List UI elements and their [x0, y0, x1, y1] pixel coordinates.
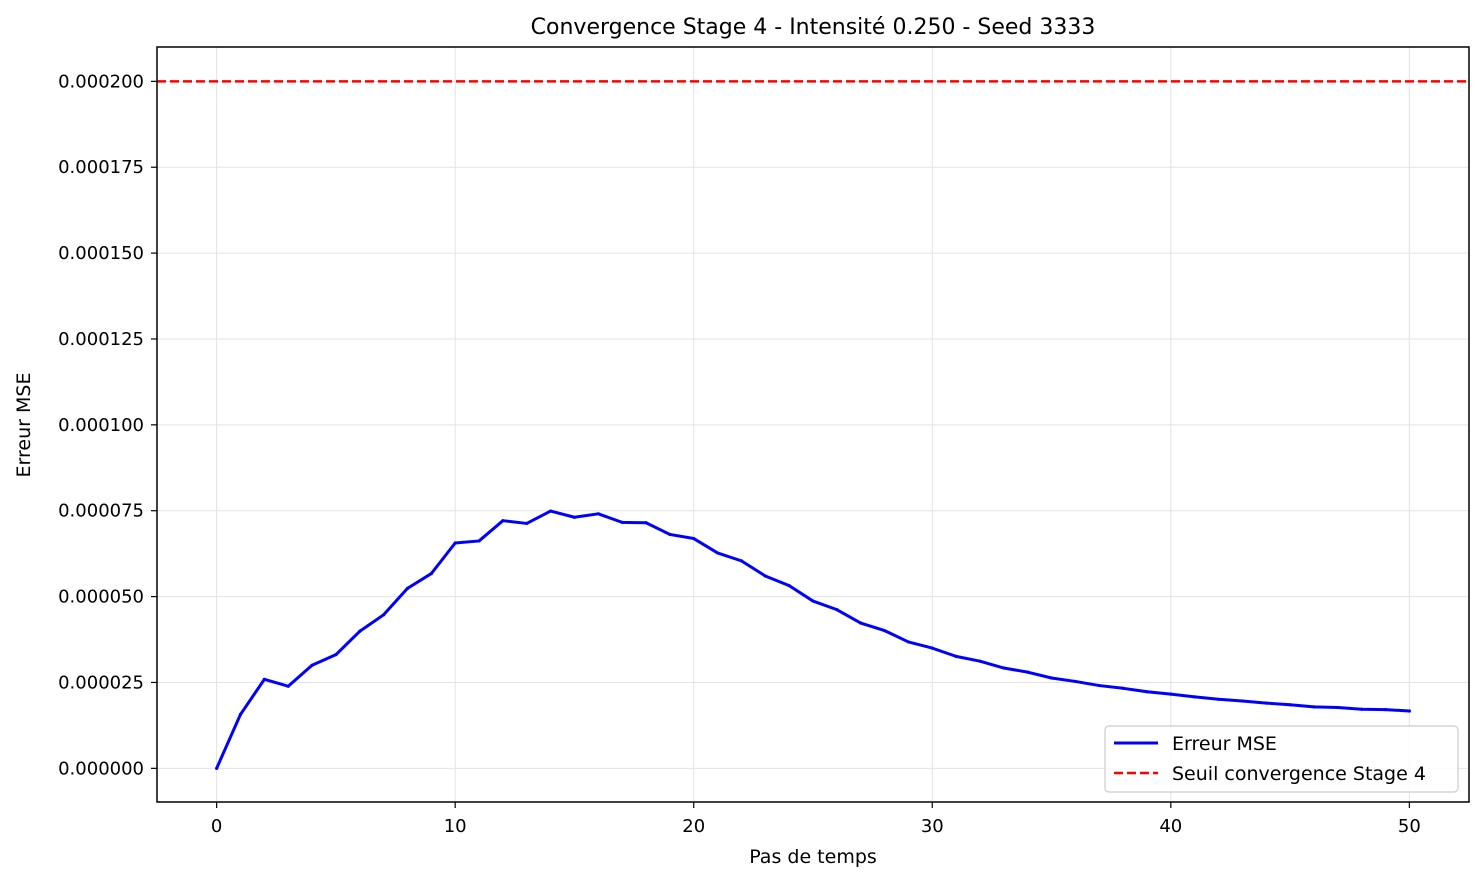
- data-point: [1240, 699, 1244, 703]
- data-point: [358, 629, 362, 633]
- data-point: [215, 766, 219, 770]
- data-point: [715, 551, 720, 555]
- y-axis-title: Erreur MSE: [13, 373, 35, 478]
- data-point: [668, 532, 672, 537]
- data-point: [620, 520, 624, 524]
- data-point: [596, 512, 600, 516]
- data-point: [334, 653, 338, 657]
- y-tick-label: 0.000125: [58, 329, 144, 350]
- data-point: [429, 571, 433, 576]
- x-tick-label: 30: [921, 816, 944, 837]
- data-point: [1383, 708, 1388, 712]
- data-point: [1049, 676, 1054, 680]
- x-tick-label: 40: [1159, 816, 1182, 837]
- y-tick-label: 0.000100: [58, 415, 144, 436]
- chart-title: Convergence Stage 4 - Intensité 0.250 - …: [531, 15, 1096, 40]
- data-point: [1026, 670, 1030, 674]
- data-point: [405, 586, 410, 590]
- data-point: [739, 559, 744, 563]
- data-point: [1002, 666, 1006, 670]
- legend-box: [1104, 725, 1459, 793]
- data-point: [501, 519, 505, 523]
- y-tick-label: 0.000000: [58, 758, 144, 779]
- data-point: [1097, 683, 1101, 688]
- data-point: [930, 646, 934, 650]
- data-point: [1169, 692, 1173, 696]
- data-point: [382, 613, 386, 617]
- data-point: [262, 677, 266, 681]
- data-point: [572, 515, 577, 519]
- y-tick-label: 0.000175: [58, 157, 144, 178]
- data-point: [1288, 703, 1292, 707]
- data-point: [644, 521, 648, 525]
- data-point: [549, 509, 553, 513]
- data-point: [310, 663, 314, 667]
- data-point: [1336, 705, 1340, 710]
- x-tick-label: 20: [682, 816, 705, 837]
- legend: Erreur MSE Seuil convergence Stage 4: [1104, 725, 1459, 793]
- data-point: [811, 599, 815, 603]
- legend-label-seuil: Seuil convergence Stage 4: [1172, 763, 1426, 785]
- y-tick-label: 0.000075: [58, 501, 144, 522]
- x-axis: 0 10 20 30 40 50: [211, 802, 1421, 837]
- y-axis: 0.000000 0.000025 0.000050 0.000075 0.000100…: [58, 71, 157, 779]
- x-axis-title: Pas de temps: [749, 846, 877, 868]
- data-point: [692, 536, 696, 541]
- data-point: [1312, 705, 1316, 709]
- data-point: [1121, 686, 1125, 690]
- data-point: [1073, 679, 1077, 684]
- x-tick-label: 10: [444, 816, 467, 837]
- y-tick-label: 0.000200: [58, 71, 144, 92]
- x-tick-label: 50: [1398, 816, 1421, 837]
- data-point: [1193, 695, 1197, 699]
- data-point: [238, 712, 243, 717]
- data-point: [906, 640, 911, 644]
- y-tick-label: 0.000025: [58, 672, 144, 693]
- data-point: [1216, 697, 1221, 701]
- y-tick-label: 0.000050: [58, 587, 144, 608]
- data-point: [286, 684, 290, 688]
- data-point: [859, 621, 863, 625]
- data-point: [1360, 707, 1364, 711]
- data-point: [1407, 709, 1411, 713]
- data-point: [787, 583, 791, 588]
- data-point: [835, 608, 839, 612]
- data-point: [1264, 701, 1268, 705]
- legend-label-erreur-mse: Erreur MSE: [1172, 733, 1277, 755]
- data-point: [453, 541, 457, 545]
- data-point: [978, 659, 982, 663]
- x-tick-label: 0: [211, 816, 222, 837]
- y-tick-label: 0.000150: [58, 243, 144, 264]
- data-point: [954, 654, 958, 658]
- data-point: [882, 628, 887, 633]
- data-point: [477, 539, 481, 543]
- series-layer: [215, 509, 1411, 770]
- data-point: [525, 521, 529, 526]
- data-point: [1145, 690, 1149, 694]
- data-point: [763, 574, 767, 578]
